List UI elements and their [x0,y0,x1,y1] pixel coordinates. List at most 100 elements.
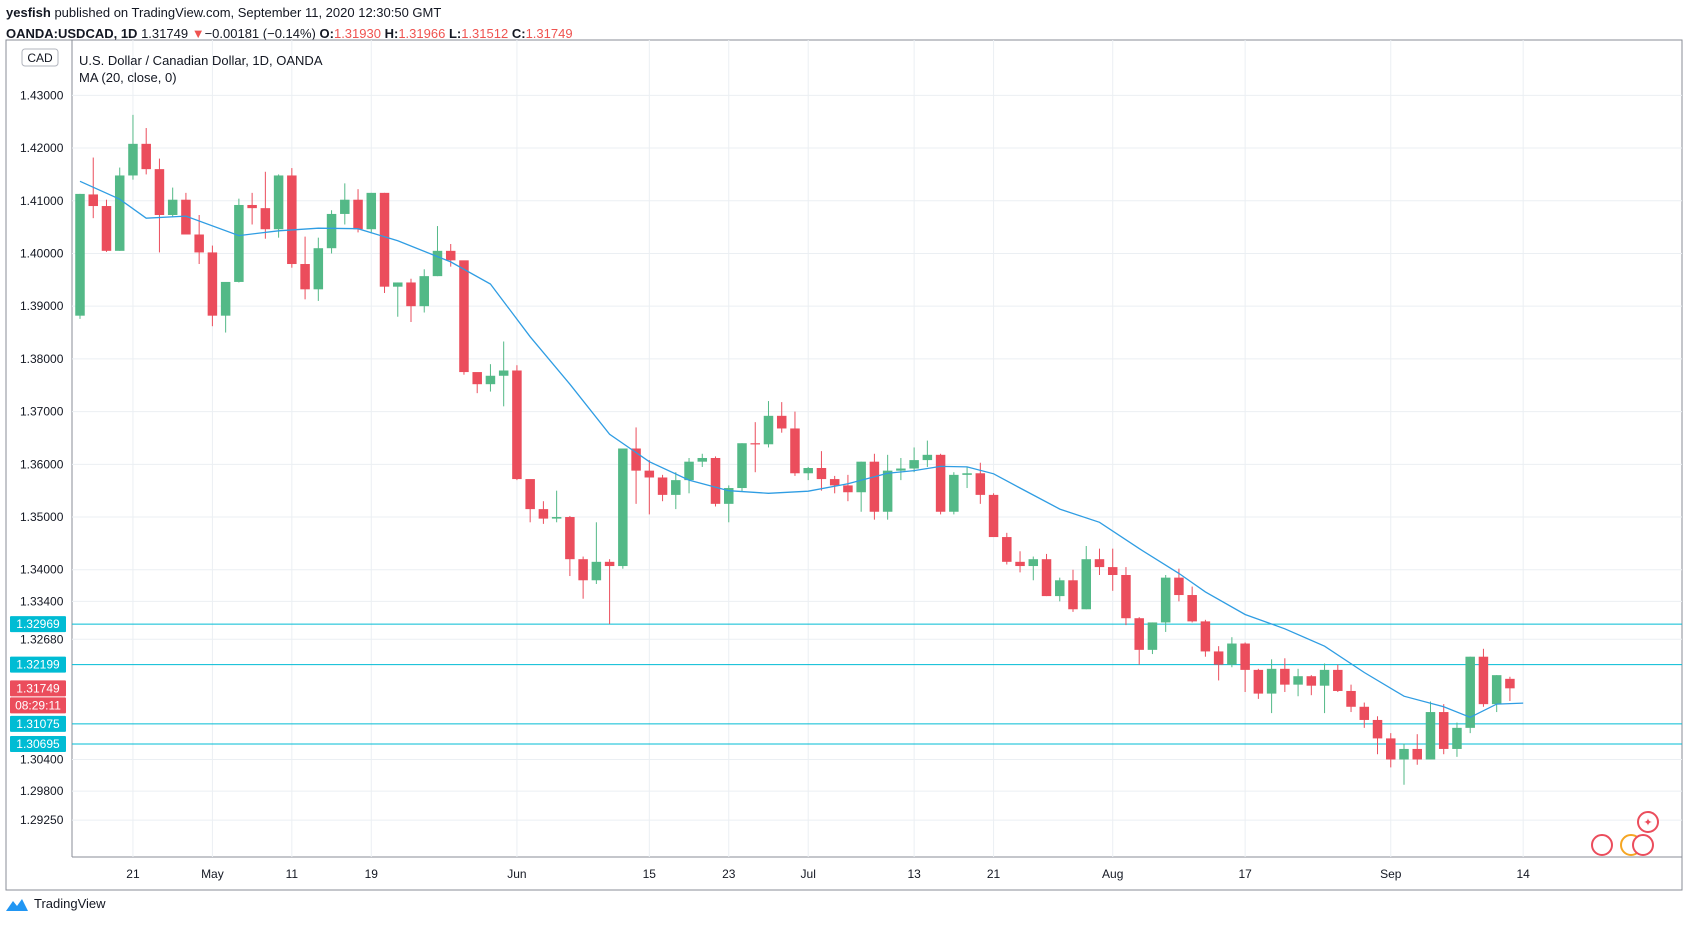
price-tick-label: 1.41000 [20,194,64,208]
candle-down [790,428,800,474]
time-tick-label: 14 [1516,867,1530,881]
candle-down [538,509,549,519]
price-tick-label: 1.39000 [20,299,64,313]
candle-down [1438,712,1449,749]
candle-up [498,370,509,376]
candle-down [512,370,522,480]
candle-down [1068,580,1078,610]
candle-up [896,468,906,471]
footer: TradingView [6,896,106,911]
candle-down [101,206,112,251]
candle-up [273,175,284,230]
candle-up [1293,676,1303,685]
price-line-tag: 1.32969 [16,617,60,631]
candle-up [1452,727,1462,749]
candle-down [816,468,827,480]
time-tick-label: 19 [365,867,379,881]
us-flag-icon[interactable] [1591,834,1613,856]
candle-down [445,250,456,261]
time-tick-label: 15 [643,867,657,881]
candle-down [750,443,760,445]
candle-down [843,485,853,493]
canada-flag-icon[interactable] [1637,811,1659,833]
candle-up [1491,675,1502,705]
time-tick-label: May [201,867,224,881]
price-tick-label: 1.38000 [20,352,64,366]
low-label: L: [448,26,462,41]
time-tick-label: 23 [722,867,736,881]
time-axis[interactable]: 21 May 11 19 Jun 15 23 Jul 13 21 Aug 17 Sep 14 [126,867,1530,881]
candle-up [1399,748,1409,760]
ma-line [79,180,1524,719]
candle-down [1094,559,1105,568]
candle-down [88,194,98,207]
candle-up [234,204,244,282]
candle-up [949,474,959,512]
down-arrow-icon: ▼ [191,26,205,41]
price-line-tag-bg [10,656,66,673]
candle-up [803,468,813,474]
candle-down [631,448,641,471]
candle-up [671,480,681,495]
price-line-tag-bg [10,715,66,732]
candle-down [975,473,986,495]
candle-up [922,454,933,461]
candle-up [128,143,138,176]
price-tags: 1.32969 1.32199 1.31075 1.30695 1.31749 08:29… [10,616,66,752]
legend: CAD U.S. Dollar / Canadian Dollar, 1D, O… [21,48,323,85]
maple-leaf-icon: ✦ [1643,817,1652,829]
candle-down [406,282,416,307]
price-line-tag-bg [10,616,66,633]
candle-up [962,473,972,475]
countdown-tag: 08:29:11 [15,698,61,712]
candle-up [1055,580,1065,597]
us-flag-icon[interactable] [1632,834,1654,856]
candle-up [1266,668,1277,694]
high-label: H: [384,26,399,41]
candle-up [75,193,85,316]
author-link[interactable]: yesfish [6,5,51,20]
candle-down [141,143,151,170]
time-tick-label: Jul [801,867,816,881]
candle-up [856,461,866,493]
event-icons[interactable]: ✦ [1591,811,1659,856]
price-line-tag: 1.32199 [16,658,60,672]
price-line-tag-bg [10,735,66,752]
candle-up [1028,559,1039,567]
candle-down [194,234,204,253]
price-tick-label: 1.32680 [20,632,64,646]
brand-name[interactable]: TradingView [34,896,106,911]
candle-up [340,199,350,214]
candle-down [1187,595,1197,622]
candle-down [260,208,271,230]
time-tick-label: 17 [1238,867,1252,881]
candle-down [472,372,482,385]
horizontal-lines [72,623,1682,745]
candle-down [1505,678,1515,689]
candle-down [1306,676,1317,686]
currency-badge[interactable] [21,48,59,67]
candle-down [1372,719,1383,739]
candle-down [1041,559,1052,597]
candle-up [114,175,125,251]
price-chart[interactable]: 1.29250 1.29800 1.30400 1.32680 1.33400 1.340… [0,0,1688,895]
candle-down [1253,669,1264,694]
published-text: published on TradingView.com, September … [54,5,442,20]
candle-up [909,460,919,469]
price-line-tag: 1.31075 [16,717,60,731]
price-tick-label: 1.30400 [20,752,64,766]
tradingview-logo-icon[interactable] [6,897,28,911]
candle-up [167,199,178,215]
candle-down [776,415,787,429]
candle-up [882,470,893,512]
ohlc-line: OANDA:USDCAD, 1D 1.31749 ▼−0.00181 (−0.1… [6,23,573,44]
candle-up [393,282,403,287]
time-tick-label: Aug [1102,867,1123,881]
open-value: 1.31930 [333,26,381,41]
symbol-label: OANDA:USDCAD, 1D [6,26,138,41]
candle-up [1465,656,1475,728]
candles [75,114,1515,785]
price-axis[interactable]: 1.29250 1.29800 1.30400 1.32680 1.33400 1.340… [20,88,64,827]
candle-down [1359,706,1370,720]
candle-up [551,517,562,519]
